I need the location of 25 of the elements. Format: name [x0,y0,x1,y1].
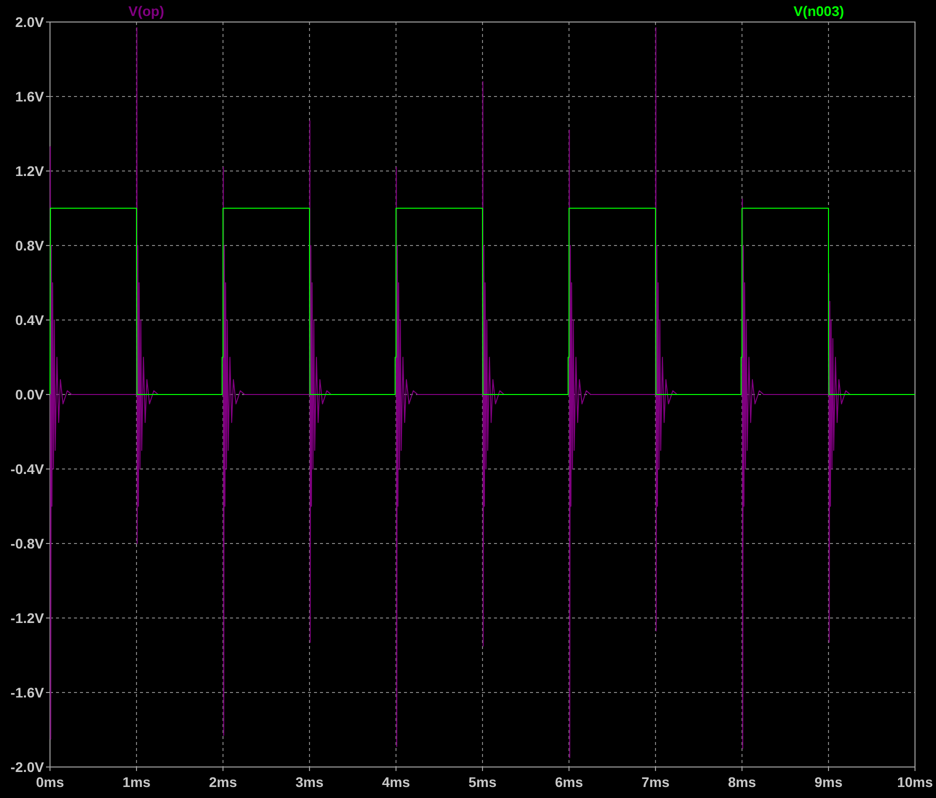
x-tick-label: 5ms [468,774,497,790]
y-tick-label: 1.2V [15,163,45,179]
x-tick-label: 0ms [36,774,64,790]
y-tick-label: 0.4V [15,312,45,328]
x-tick-label: 9ms [814,774,843,790]
x-tick-label: 8ms [728,774,756,790]
y-tick-label: 0.0V [15,386,45,402]
y-tick-label: 0.8V [15,238,45,254]
x-tick-label: 7ms [641,774,670,790]
y-tick-label: -2.0V [10,759,45,775]
y-tick-label: -1.2V [10,610,45,626]
x-tick-label: 2ms [208,774,238,790]
y-tick-label: 1.6V [15,88,45,104]
text: V(n003) [793,3,844,19]
line-series [50,208,916,395]
series-label: V(op) [128,3,164,19]
x-tick-label: 10ms [897,774,934,790]
x-tick-label: 3ms [295,774,324,790]
y-tick-label: -0.8V [10,536,45,552]
x-tick-label: 1ms [122,774,151,790]
y-tick-label: 2.0V [15,14,45,30]
y-tick-label: -1.6V [10,684,45,700]
y-tick-label: -0.4V [10,461,45,477]
x-tick-label: 6ms [554,774,584,790]
x-tick-label: 4ms [382,774,410,790]
